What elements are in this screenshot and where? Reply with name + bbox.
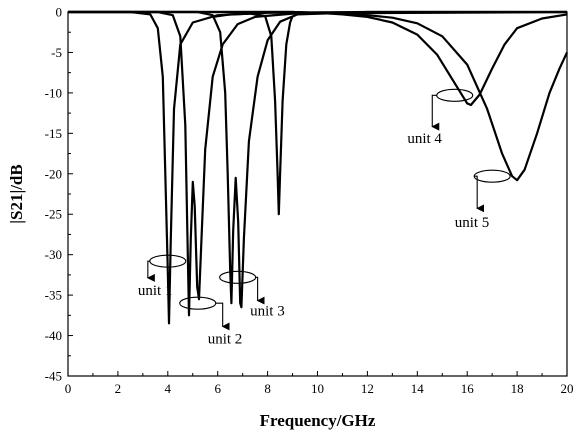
y-tick-label: 0 bbox=[56, 5, 63, 20]
y-tick-label: -40 bbox=[45, 328, 62, 343]
x-axis-title: Frequency/GHz bbox=[260, 411, 376, 430]
x-tick-label: 2 bbox=[115, 381, 122, 396]
plot-layer bbox=[68, 10, 568, 325]
annotation-arrow bbox=[431, 94, 440, 131]
x-tick-label: 18 bbox=[511, 381, 524, 396]
y-tick-label: -20 bbox=[45, 166, 62, 181]
x-tick-label: 12 bbox=[361, 381, 374, 396]
x-tick-label: 4 bbox=[165, 381, 172, 396]
y-tick-label: -35 bbox=[45, 288, 62, 303]
annotation-label: unit 5 bbox=[455, 215, 490, 231]
annotation-label: unit 2 bbox=[208, 332, 243, 348]
annotation-label: unit 1 bbox=[138, 283, 173, 299]
x-tick-label: 20 bbox=[561, 381, 574, 396]
annotation-layer: unit 1 unit 2 unit 3 unit 4 unit 5 bbox=[138, 88, 511, 348]
series-line-unit-3 bbox=[68, 10, 567, 309]
annotation-ring bbox=[436, 88, 474, 102]
y-tick-label: -15 bbox=[45, 126, 62, 141]
annotation-arrow bbox=[474, 175, 485, 213]
x-tick-label: 16 bbox=[461, 381, 475, 396]
y-tick-label: -45 bbox=[45, 369, 62, 384]
x-tick-label: 6 bbox=[214, 381, 221, 396]
x-tick-label: 8 bbox=[264, 381, 271, 396]
x-tick-label: 0 bbox=[65, 381, 72, 396]
annotation-label: unit 4 bbox=[407, 131, 442, 147]
x-tick-label: 10 bbox=[311, 381, 324, 396]
annotation-arrow bbox=[146, 260, 155, 282]
x-tick-label: 14 bbox=[411, 381, 425, 396]
series-line-extra-3 bbox=[212, 12, 294, 216]
y-tick-label: -30 bbox=[45, 247, 62, 262]
annotation-ring bbox=[219, 270, 257, 284]
annotation-arrow bbox=[255, 276, 265, 305]
annotation-label: unit 3 bbox=[250, 303, 285, 319]
annotation-arrow bbox=[215, 302, 230, 331]
y-tick-label: -10 bbox=[45, 85, 62, 100]
series-line-unit-2 bbox=[68, 10, 568, 317]
y-tick-label: -25 bbox=[45, 207, 62, 222]
annotation-ring bbox=[179, 296, 217, 310]
series-line-unit-1 bbox=[68, 10, 567, 325]
annotation-ring bbox=[473, 169, 511, 183]
plot-frame bbox=[67, 11, 568, 377]
y-tick-label: -5 bbox=[51, 45, 62, 60]
series-line-unit-5 bbox=[68, 10, 568, 182]
series-line-unit-4 bbox=[68, 10, 568, 107]
y-axis-title: |S21|/dB bbox=[7, 164, 26, 223]
